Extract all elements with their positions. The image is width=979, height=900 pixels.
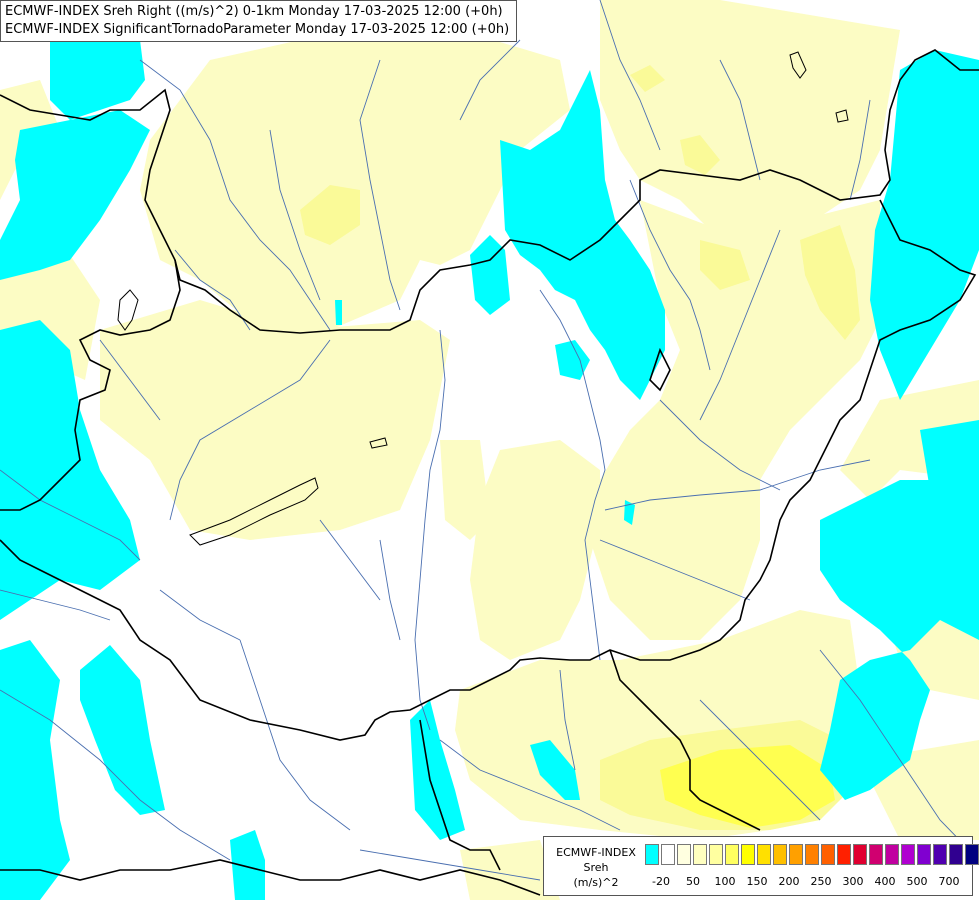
legend-tick-label: -20	[652, 875, 670, 888]
legend-swatch-14	[869, 844, 883, 865]
legend-swatch-4	[709, 844, 723, 865]
sreh-cyan-areas	[0, 15, 979, 900]
legend-swatch-2	[677, 844, 691, 865]
legend-tick-label: 500	[906, 875, 928, 888]
legend-swatch-5	[725, 844, 739, 865]
legend-swatch-13	[853, 844, 867, 865]
legend-swatch-6	[741, 844, 755, 865]
legend-swatch-0	[645, 844, 659, 865]
legend-swatch-18	[933, 844, 947, 865]
rivers	[0, 0, 979, 881]
legend-tick-label: 100	[714, 875, 736, 888]
legend-tick-label: 200	[778, 875, 800, 888]
legend-swatch-9	[789, 844, 803, 865]
legend-swatch-10	[805, 844, 819, 865]
country-borders	[0, 49, 979, 896]
legend-swatch-15	[885, 844, 899, 865]
legend-swatch-11	[821, 844, 835, 865]
legend-swatch-16	[901, 844, 915, 865]
legend-tick-label: 150	[746, 875, 768, 888]
title-line-sreh: ECMWF-INDEX Sreh Right ((m/s)^2) 0-1km M…	[5, 4, 503, 19]
legend-swatch-19	[949, 844, 963, 865]
legend-ticks: -20 50 100 150 200 250 300 400 500 700	[645, 875, 969, 891]
legend-title-line2: Sreh	[583, 861, 609, 874]
title-line-stp: ECMWF-INDEX SignificantTornadoParameter …	[5, 22, 510, 37]
lakes	[117, 51, 849, 546]
legend-tick-label: 700	[938, 875, 960, 888]
legend-title-line3: (m/s)^2	[573, 876, 619, 889]
legend-tick-label: 50	[686, 875, 700, 888]
legend-swatch-8	[773, 844, 787, 865]
title-box: ECMWF-INDEX Sreh Right ((m/s)^2) 0-1km M…	[0, 0, 517, 42]
legend-swatch-20	[965, 844, 979, 865]
legend-swatch-1	[661, 844, 675, 865]
legend-title-line1: ECMWF-INDEX	[556, 846, 636, 859]
legend-tick-label: 250	[810, 875, 832, 888]
legend: ECMWF-INDEX Sreh (m/s)^2 -20 50 100 150 200 2…	[543, 836, 979, 896]
legend-swatch-3	[693, 844, 707, 865]
sreh-bright-yellow-areas	[660, 745, 835, 828]
legend-swatch-7	[757, 844, 771, 865]
legend-tick-label: 300	[842, 875, 864, 888]
legend-swatches	[645, 844, 979, 865]
legend-tick-label: 400	[874, 875, 896, 888]
legend-swatch-17	[917, 844, 931, 865]
legend-swatch-12	[837, 844, 851, 865]
